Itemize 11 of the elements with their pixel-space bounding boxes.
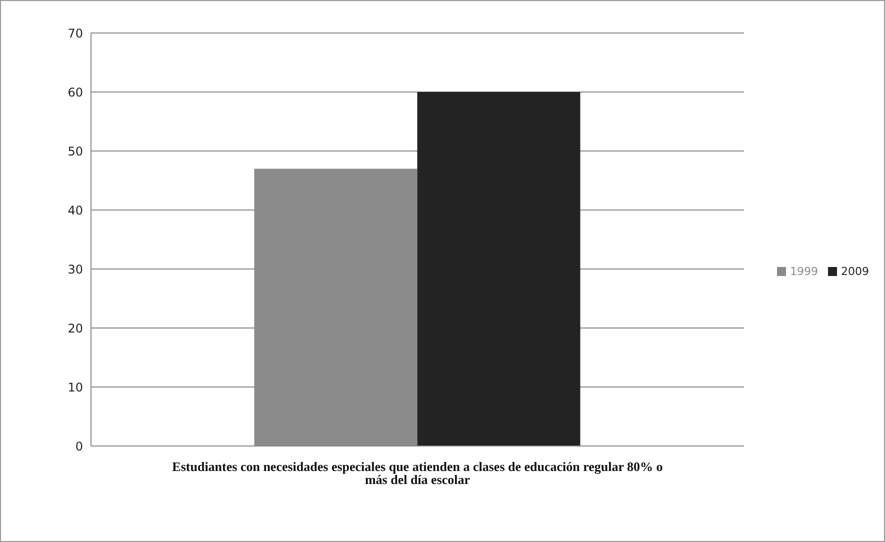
y-tick-label: 60 (68, 85, 83, 100)
y-tick-label: 70 (68, 26, 83, 40)
y-tick-label: 40 (68, 203, 83, 218)
legend-label: 2009 (841, 264, 869, 278)
y-tick-label: 10 (68, 380, 83, 394)
y-tick-label: 50 (68, 144, 83, 158)
x-tick-label: Estudiantes con necesidades especiales que atienden a clases de educación regular 80% o más del día escolar (172, 459, 663, 488)
y-tick-label: 30 (68, 262, 83, 276)
y-tick-label: 20 (68, 321, 83, 336)
y-tick-label: 0 (75, 439, 83, 454)
legend-label: 1999 (790, 264, 818, 278)
